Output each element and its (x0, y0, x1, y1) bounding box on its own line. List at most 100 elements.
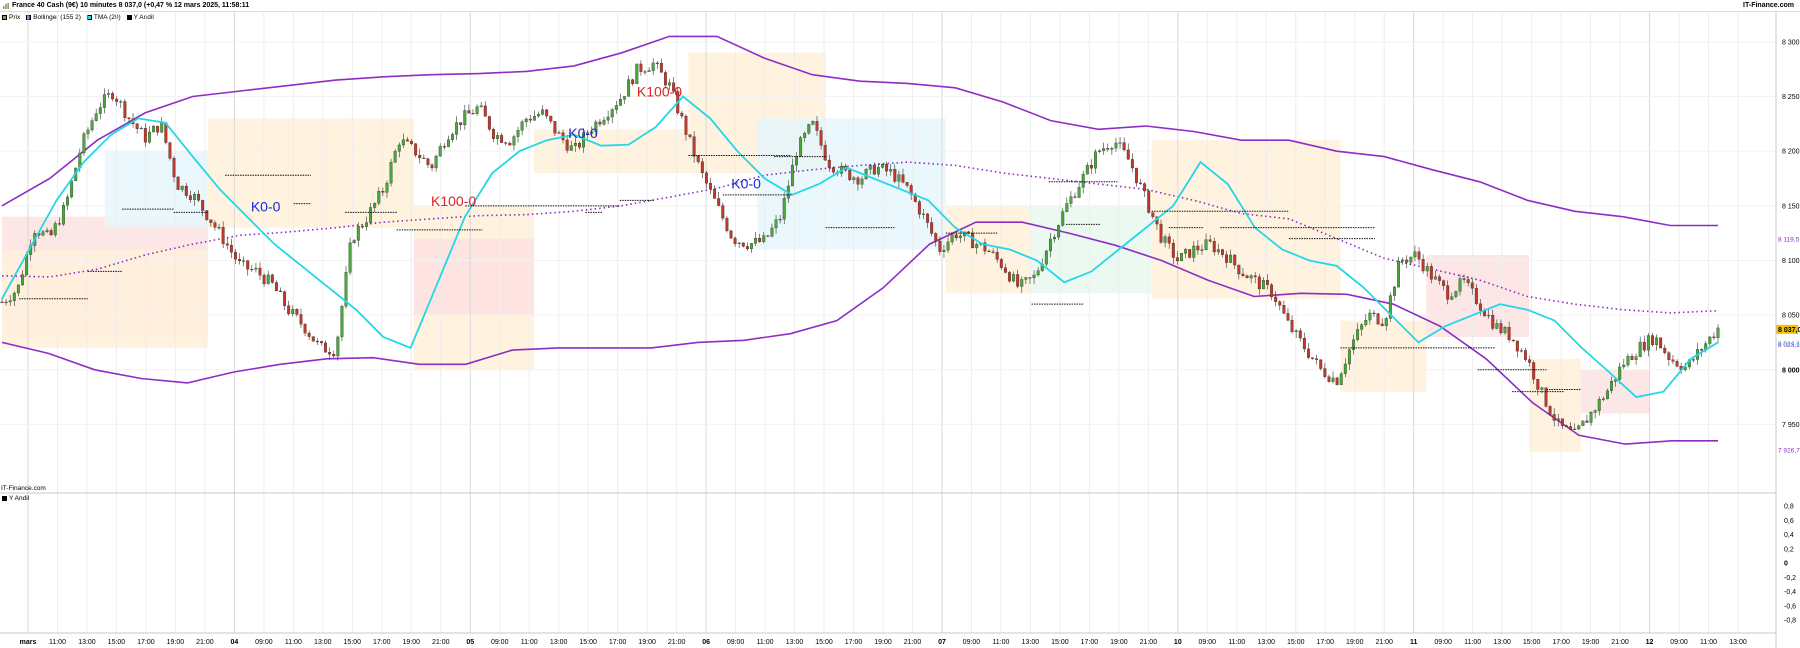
candle (1630, 353, 1634, 360)
candle-body (1552, 414, 1556, 421)
x-tick-label: 15:00 (108, 639, 126, 646)
candle (4, 299, 8, 306)
candle (360, 224, 364, 229)
candle-body (1225, 254, 1228, 263)
candle (160, 117, 164, 134)
candle (336, 335, 340, 361)
candle-body (180, 185, 184, 190)
candle (238, 253, 241, 265)
legend-item-prix[interactable]: Prix (0, 13, 20, 22)
candle-body (1364, 319, 1368, 325)
candle-body (643, 71, 647, 73)
legend-swatch-icon (26, 15, 32, 20)
candle (1569, 422, 1573, 431)
candle (483, 101, 487, 117)
candle-body (516, 130, 520, 137)
y-tick-label: 8 250 (1782, 94, 1800, 101)
candle (1012, 271, 1016, 283)
candle (315, 338, 319, 346)
candle-body (766, 235, 770, 237)
legend-item-y-andil[interactable]: Y Andil (125, 13, 154, 22)
candle-body (1442, 280, 1446, 286)
candle (1589, 411, 1593, 426)
candle (901, 168, 905, 184)
candle (606, 110, 610, 125)
candle (283, 290, 287, 311)
candle-body (1073, 196, 1077, 198)
x-tick-label: 05 (466, 639, 474, 646)
x-tick-label: 15:00 (815, 639, 833, 646)
candle (393, 148, 397, 163)
session-zone (413, 238, 534, 316)
candle-body (487, 116, 491, 130)
candle (688, 134, 692, 139)
candle-body (1622, 364, 1626, 368)
y-tick-label: 8 200 (1782, 149, 1800, 156)
candle (737, 242, 741, 249)
candle-body (1081, 173, 1085, 188)
candle-body (1634, 356, 1638, 360)
candle-body (1409, 256, 1413, 263)
candle (799, 135, 803, 157)
candle-body (1479, 303, 1482, 311)
candle (1462, 274, 1466, 284)
candle-body (1077, 187, 1081, 198)
candle (1237, 264, 1241, 280)
candle (1429, 263, 1433, 284)
y-tick-label: 8 300 (1782, 39, 1800, 46)
candle-body (221, 227, 225, 244)
x-tick-label: 09:00 (1434, 639, 1452, 646)
candle (377, 187, 381, 206)
brand-label[interactable]: IT-Finance.com (1743, 2, 1794, 9)
candle-body (348, 242, 352, 273)
candle (1261, 277, 1265, 290)
candle (1626, 353, 1630, 368)
candle (307, 330, 311, 340)
candle-body (704, 172, 708, 184)
candle (53, 221, 57, 238)
legend-label: Prix (9, 14, 21, 21)
candle (115, 96, 119, 107)
candle (1708, 336, 1712, 346)
candle-body (590, 131, 594, 134)
candle (512, 134, 516, 151)
candle (1278, 300, 1282, 311)
candle (442, 143, 446, 150)
x-tick-label: 19:00 (874, 639, 892, 646)
candle (221, 221, 225, 249)
candle (311, 336, 315, 342)
legend-swatch-icon (2, 496, 7, 501)
candle-body (45, 230, 49, 232)
candle-body (1593, 410, 1597, 413)
sub-panel-legend[interactable]: Y Andil (2, 494, 29, 503)
candle (266, 270, 270, 285)
candle-body (541, 109, 545, 115)
candle-body (1429, 266, 1433, 280)
candle (1524, 347, 1527, 362)
candle (279, 287, 282, 292)
candle (86, 127, 90, 140)
candle-body (414, 143, 418, 156)
candle (61, 202, 65, 226)
candle-body (1212, 241, 1216, 253)
candle (1446, 280, 1450, 305)
candle (414, 143, 418, 158)
candle-body (1577, 425, 1581, 430)
candle-body (225, 243, 229, 246)
candle-body (1274, 296, 1278, 302)
candle (631, 78, 635, 86)
candle (455, 116, 459, 141)
candle-body (549, 115, 553, 122)
candle (586, 130, 590, 139)
x-tick-label: 19:00 (1110, 639, 1128, 646)
candle (1585, 414, 1589, 423)
y-tick-label: 8 050 (1782, 313, 1800, 320)
x-tick-label: 19:00 (1346, 639, 1364, 646)
candle-body (1347, 349, 1351, 365)
candle-body (1048, 238, 1052, 252)
candle (651, 58, 655, 76)
candle (991, 248, 995, 254)
candle (643, 69, 647, 75)
candle (827, 154, 831, 173)
